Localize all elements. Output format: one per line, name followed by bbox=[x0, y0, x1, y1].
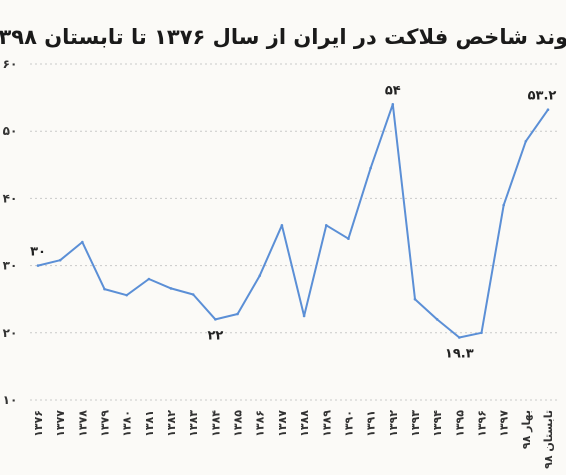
y-tick-label: ۲۰ bbox=[3, 326, 18, 340]
data-point bbox=[169, 287, 173, 290]
data-point bbox=[502, 203, 505, 207]
x-tick-label: ۱۳۸۴ bbox=[209, 410, 222, 437]
x-axis-ticks: ۱۳۷۶ ۱۳۷۷ ۱۳۷۸ ۱۳۷۹ ۱۳۸۰ ۱۳۸۱ ۱۳۸۲ ۱۳۸۳ ۱۳۸۴ ۱۳۸۵… bbox=[32, 410, 555, 469]
data-point bbox=[324, 223, 328, 227]
series-line bbox=[37, 103, 549, 339]
data-point bbox=[36, 264, 40, 267]
data-point bbox=[103, 287, 106, 291]
x-tick-label: ۱۳۹۱ bbox=[365, 410, 378, 437]
x-tick-label: ۱۳۹۴ bbox=[431, 410, 444, 437]
data-point bbox=[214, 318, 217, 321]
y-tick-label: ۱۰ bbox=[3, 393, 18, 407]
data-point bbox=[458, 336, 461, 339]
data-label: ۳۰ bbox=[30, 245, 46, 260]
x-tick-label: ۱۳۸۱ bbox=[143, 410, 156, 437]
series-line-group bbox=[36, 103, 550, 339]
data-point bbox=[125, 293, 128, 297]
x-tick-label: ۱۳۷۹ bbox=[99, 410, 112, 437]
x-tick-label: ۱۳۹۲ bbox=[387, 410, 400, 437]
y-tick-label: ۴۰ bbox=[3, 191, 18, 205]
x-tick-label: ۱۳۹۵ bbox=[453, 410, 466, 437]
y-tick-label: ۳۰ bbox=[3, 259, 18, 273]
grid-lines bbox=[30, 63, 560, 401]
x-tick-label: تابستان ۹۸ bbox=[542, 410, 555, 469]
data-label: ۱۹.۳ bbox=[445, 347, 474, 362]
data-point bbox=[236, 312, 239, 316]
data-point bbox=[81, 240, 84, 244]
x-tick-label: ۱۳۹۳ bbox=[409, 410, 422, 437]
data-point bbox=[435, 318, 439, 321]
x-tick-label: ۱۳۸۹ bbox=[320, 410, 333, 437]
data-point bbox=[369, 166, 372, 170]
data-point bbox=[302, 314, 306, 318]
data-label: ۲۲ bbox=[207, 328, 223, 343]
x-tick-label: ۱۳۹۶ bbox=[475, 410, 488, 437]
y-tick-label: ۵۰ bbox=[3, 124, 18, 138]
data-point bbox=[280, 223, 284, 227]
x-tick-label: ۱۳۹۷ bbox=[498, 410, 511, 437]
data-point bbox=[546, 108, 550, 111]
data-labels: ۳۰ ۲۲ ۵۴ ۱۹.۳ ۵۳.۲ bbox=[30, 83, 556, 361]
data-point bbox=[347, 237, 350, 241]
data-point bbox=[147, 277, 151, 281]
x-tick-label: ۱۳۸۷ bbox=[276, 410, 289, 437]
data-point bbox=[258, 274, 262, 277]
data-label: ۵۳.۲ bbox=[528, 89, 557, 104]
data-point bbox=[524, 139, 528, 143]
y-tick-label: ۶۰ bbox=[3, 57, 18, 71]
x-tick-label: ۱۳۸۶ bbox=[254, 410, 267, 437]
x-tick-label: ۱۳۸۸ bbox=[298, 410, 311, 437]
x-tick-label: ۱۳۷۶ bbox=[32, 410, 45, 437]
y-axis-ticks: ۱۰ ۲۰ ۳۰ ۴۰ ۵۰ ۶۰ bbox=[3, 57, 18, 407]
data-point bbox=[413, 297, 417, 301]
x-tick-label: ۱۳۸۰ bbox=[121, 410, 134, 437]
x-tick-label: ۱۳۷۸ bbox=[76, 410, 89, 437]
data-point bbox=[191, 293, 195, 296]
x-tick-label: ۱۳۹۰ bbox=[342, 410, 355, 437]
data-label: ۵۴ bbox=[385, 83, 401, 98]
data-point bbox=[480, 331, 483, 335]
x-tick-label: ۱۳۸۵ bbox=[232, 410, 245, 437]
x-tick-label: ۱۳۷۷ bbox=[54, 410, 67, 437]
data-point bbox=[391, 103, 395, 106]
x-tick-label: بهار ۹۸ bbox=[520, 410, 533, 449]
chart-title: روند شاخص فلاکت در ایران از سال ۱۳۷۶ تا … bbox=[0, 25, 566, 49]
data-point bbox=[58, 258, 62, 262]
x-tick-label: ۱۳۸۲ bbox=[165, 410, 178, 437]
x-tick-label: ۱۳۸۳ bbox=[187, 410, 200, 437]
